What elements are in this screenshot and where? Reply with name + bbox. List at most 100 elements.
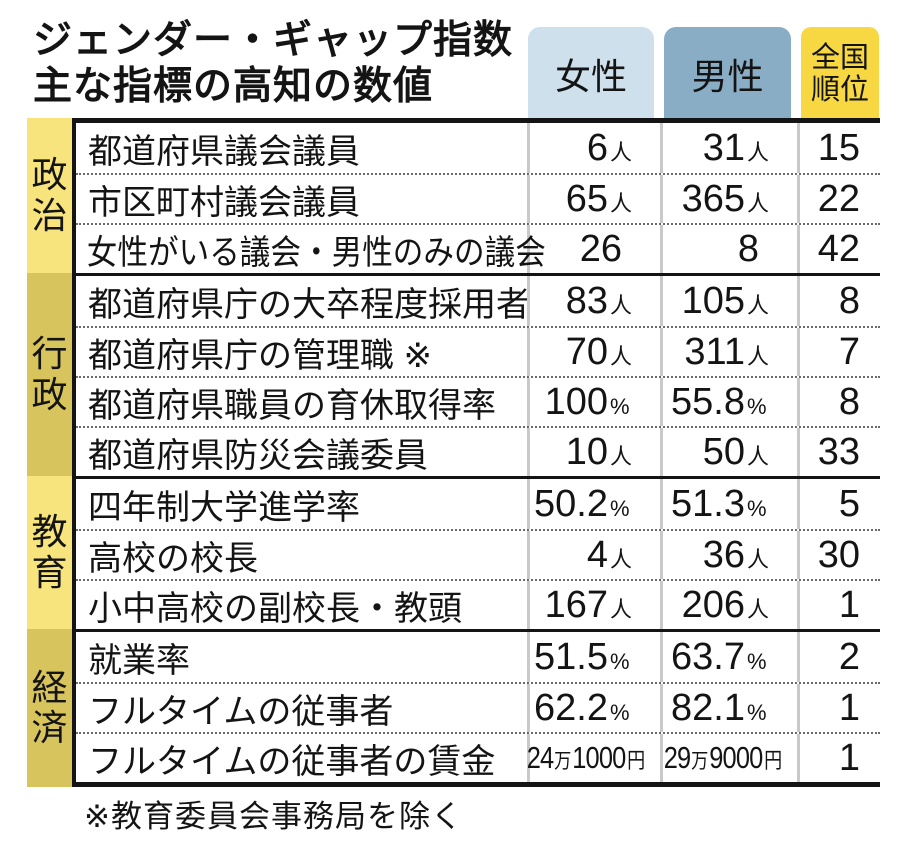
unit-label: 人 [747,190,770,216]
row-label: 都道府県防災会議委員 [88,436,428,475]
rank-cell: 1 [797,581,880,629]
table-row: 就業率 51.5% 63.7% 2 [76,632,880,682]
column-header-female: 女性 [528,27,654,121]
row-label: 四年制大学進学率 [88,488,360,527]
unit-label: 人 [610,292,633,318]
rank-cell: 5 [797,479,880,529]
row-label: 小中高校の副校長・教頭 [88,589,462,628]
table-body: 政治都道府県議会議員 6 人 31 人 15 市区町村議会議員 65 人 365 人 22 女性がいる議… [27,118,880,787]
value-number: 31 [702,126,745,169]
table-row: 都道府県庁の管理職 ※ 70 人 311 人 7 [76,326,880,376]
rank-cell: 8 [797,276,880,326]
category-cell: 政治 [27,118,72,273]
unit-label: % [747,648,767,674]
value-number: 82.1 [671,686,745,729]
row-label: 高校の校長 [88,539,258,578]
row-label: 都道府県庁の大卒程度採用者 [88,285,530,324]
title-line2: 主な指標の高知の数値 [33,65,434,109]
table-row: 高校の校長 4 人 36 人 30 [76,529,880,579]
table-row: 市区町村議会議員 65 人 365 人 22 [76,173,880,223]
data-table: 政治都道府県議会議員 6 人 31 人 15 市区町村議会議員 65 人 365 人 22 女性がいる議… [27,118,880,787]
table-row: 小中高校の副校長・教頭 167 人 206 人 1 [76,579,880,629]
value-number: 8 [737,227,759,270]
column-header-female-label: 女性 [554,56,627,97]
rank-header-line2: 順位 [810,74,869,106]
unit-label: 人 [610,343,633,369]
column-header-rank-label: 全国 順位 [811,42,869,107]
table-row: 女性がいる議会・男性のみの議会 26 8 42 [76,223,880,273]
value-number: 365 [681,177,745,220]
cell-value: 83 人 [566,280,634,323]
value-small-char: 万 [690,750,708,773]
rank-header-line1: 全国 [810,41,869,74]
table-row: フルタイムの従事者の賃金 24 万 1000 円 29 万 9000 円 1 [76,732,880,782]
rank-cell: 8 [797,378,880,426]
male-value-cell: 55.8% [660,378,797,426]
unit-label: % [610,495,630,521]
male-value-cell: 63.7% [660,632,797,682]
unit-label: 円 [626,748,645,773]
table-row: 都道府県防災会議委員 10 人 50 人 33 [76,426,880,476]
value-number: 4 [586,533,608,576]
table-row: フルタイムの従事者 62.2% 82.1% 1 [76,682,880,732]
value-number: 63.7 [671,635,745,678]
value-number: 83 [565,279,608,322]
male-value-cell: 50 人 [660,428,797,476]
female-value-cell: 62.2% [527,684,660,732]
unit-label: 人 [747,139,770,165]
cell-value: 365 人 [682,178,771,221]
female-value-cell: 26 [527,225,660,273]
value-number: 311 [684,330,745,373]
table-row: 都道府県庁の大卒程度採用者 83 人 105 人 8 [76,276,880,326]
row-label: 都道府県庁の管理職 ※ [88,336,432,375]
section-rows: 就業率 51.5% 63.7% 2 フルタイムの従事者 62.2% 82.1% 1 フルタイムの… [72,629,880,787]
value-number: 51.3 [671,482,745,525]
value-number: 1000 [571,740,626,775]
cell-value: 24 万 1000 円 [526,740,648,776]
value-number: 62.2 [534,686,608,729]
cell-value: 36 人 [703,534,771,577]
cell-value: 65 人 [566,178,634,221]
unit-label: 人 [747,343,770,369]
cell-value: 29 万 9000 円 [663,740,785,776]
section-economy: 経済就業率 51.5% 63.7% 2 フルタイムの従事者 62.2% 82.1% 1 フルタイ… [27,629,880,787]
section-education: 教育四年制大学進学率 50.2% 51.3% 5 高校の校長 4 人 36 人 30 小中高校の副校… [27,476,880,629]
male-value-cell: 82.1% [660,684,797,732]
rank-cell: 1 [797,734,880,782]
female-value-cell: 50.2% [527,479,660,529]
cell-value: 70 人 [566,331,634,374]
table-row: 都道府県職員の育休取得率 100% 55.8% 8 [76,376,880,426]
value-small-char: 万 [553,750,571,773]
value-number: 50 [702,430,745,473]
row-label: フルタイムの従事者の賃金 [88,742,496,781]
value-number: 65 [565,177,608,220]
rank-cell: 7 [797,328,880,376]
unit-label: 人 [610,596,633,622]
table-row: 都道府県議会議員 6 人 31 人 15 [76,123,880,173]
male-value-cell: 8 [660,225,797,273]
rank-cell: 33 [797,428,880,476]
section-administration: 行政都道府県庁の大卒程度採用者 83 人 105 人 8 都道府県庁の管理職 ※ 70 人 311… [27,273,880,476]
unit-label: 人 [747,596,770,622]
value-number: 6 [586,126,608,169]
rank-cell: 15 [797,123,880,173]
unit-label: 人 [610,139,633,165]
value-number: 70 [565,330,608,373]
male-value-cell: 31 人 [660,123,797,173]
rank-cell: 42 [797,225,880,273]
cell-value: 105 人 [682,280,771,323]
unit-label: 人 [747,443,770,469]
value-number: 26 [579,227,622,270]
rank-cell: 30 [797,531,880,579]
cell-value: 311 人 [684,331,771,374]
male-value-cell: 29 万 9000 円 [660,734,797,782]
cell-value: 8 [738,228,771,271]
cell-value: 50.2% [534,483,634,526]
female-value-cell: 83 人 [527,276,660,326]
value-number: 9000 [708,740,763,775]
female-value-cell: 65 人 [527,175,660,223]
value-number: 29 [663,740,690,775]
male-value-cell: 36 人 [660,531,797,579]
value-number: 100 [544,380,608,423]
unit-label: 円 [763,748,782,773]
